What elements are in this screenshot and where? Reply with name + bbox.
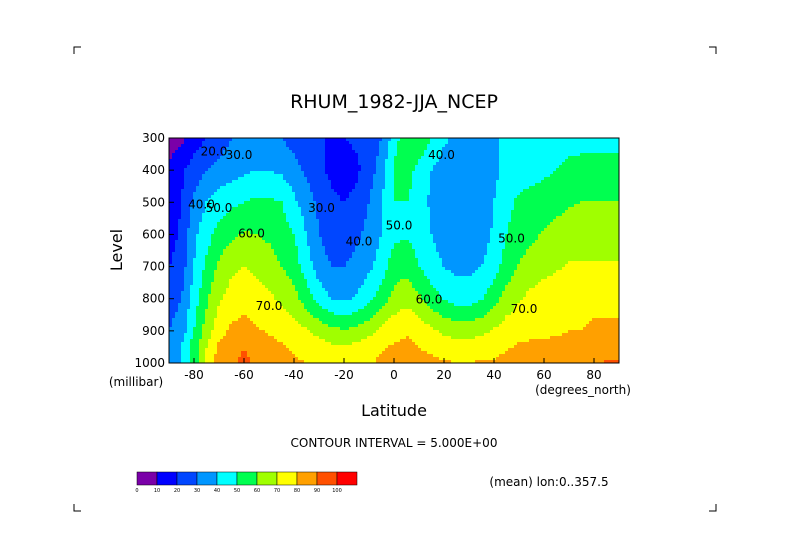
colorbar-swatch-8	[296, 471, 318, 486]
colorbar-swatch-2	[176, 471, 198, 486]
contour-label-0: 20.0	[201, 145, 228, 159]
contour-interval-text: CONTOUR INTERVAL = 5.000E+00	[291, 436, 498, 450]
y-axis-ticks: 300 400 500 600 700 800 900 1000	[134, 131, 174, 370]
x-tick-label-5: 20	[436, 368, 451, 382]
contour-label-8: 50.0	[386, 219, 413, 233]
averaging-text: (mean) lon:0..357.5	[489, 475, 608, 489]
y-tick-label-2: 500	[142, 195, 165, 209]
colorbar-swatch-1	[156, 471, 178, 486]
crop-mark-bottom-left	[73, 504, 81, 512]
x-tick-label-4: 0	[390, 368, 398, 382]
colorbar-swatch-3	[196, 471, 218, 486]
x-axis-ticks: -80 -60 -40 -20 0 20 40 60 80	[184, 358, 602, 382]
crop-marks	[73, 46, 717, 512]
contour-fill-area	[169, 138, 620, 364]
colorbar-label-2: 20	[174, 488, 180, 494]
y-tick-label-7: 1000	[134, 356, 165, 370]
y-tick-label-1: 400	[142, 163, 165, 177]
x-axis-unit: (degrees_north)	[535, 383, 631, 397]
contour-label-4: 60.0	[238, 227, 265, 241]
x-tick-label-1: -60	[234, 368, 254, 382]
colorbar-label-10: 100	[332, 488, 342, 494]
colorbar-swatch-7	[276, 471, 298, 486]
y-tick-label-0: 300	[142, 131, 165, 145]
colorbar-label-9: 90	[314, 488, 320, 494]
contour-label-6: 30.0	[308, 201, 335, 215]
y-tick-label-4: 700	[142, 260, 165, 274]
colorbar-label-3: 30	[194, 488, 200, 494]
contour-label-1: 30.0	[226, 148, 253, 162]
contour-label-10: 40.0	[428, 148, 455, 162]
x-tick-label-2: -40	[284, 368, 304, 382]
colorbar-swatch-10	[336, 471, 358, 486]
colorbar-swatch-0	[136, 471, 158, 486]
x-tick-label-0: -80	[184, 368, 204, 382]
contour-label-12: 70.0	[511, 302, 538, 316]
contour-label-3: 50.0	[206, 201, 233, 215]
chart-title: RHUM_1982-JJA_NCEP	[290, 91, 498, 113]
colorbar-label-1: 10	[154, 488, 160, 494]
y-tick-label-6: 900	[142, 324, 165, 338]
x-axis-label: Latitude	[361, 401, 427, 420]
crop-mark-bottom-right	[709, 504, 717, 512]
colorbar-label-8: 80	[294, 488, 300, 494]
colorbar-label-6: 60	[254, 488, 260, 494]
colorbar-swatch-5	[236, 471, 258, 486]
crop-mark-top-left	[73, 46, 81, 54]
x-tick-label-6: 40	[486, 368, 501, 382]
colorbar-label-4: 40	[214, 488, 220, 494]
colorbar-swatch-4	[216, 471, 238, 486]
colorbar-swatch-6	[256, 471, 278, 486]
colorbar-label-5: 50	[234, 488, 240, 494]
colorbar: 0 10 20 30 40 50 60 70 80 90 100	[135, 471, 358, 494]
y-axis-label: Level	[107, 229, 126, 271]
contour-label-7: 40.0	[346, 235, 373, 249]
y-axis-unit: (millibar)	[109, 375, 163, 389]
colorbar-swatch-9	[316, 471, 338, 486]
contour-labels: 20.030.040.050.060.070.030.040.050.060.0…	[188, 145, 537, 316]
x-tick-label-7: 60	[536, 368, 551, 382]
colorbar-label-7: 70	[274, 488, 280, 494]
colorbar-label-0: 0	[135, 488, 138, 494]
contour-label-5: 70.0	[256, 299, 283, 313]
x-tick-label-3: -20	[334, 368, 354, 382]
crop-mark-top-right	[709, 46, 717, 54]
x-tick-label-8: 80	[586, 368, 601, 382]
contour-label-9: 60.0	[416, 293, 443, 307]
y-tick-label-3: 600	[142, 227, 165, 241]
contour-label-2: 40.0	[188, 198, 215, 212]
contour-label-11: 50.0	[498, 231, 525, 245]
y-tick-label-5: 800	[142, 292, 165, 306]
